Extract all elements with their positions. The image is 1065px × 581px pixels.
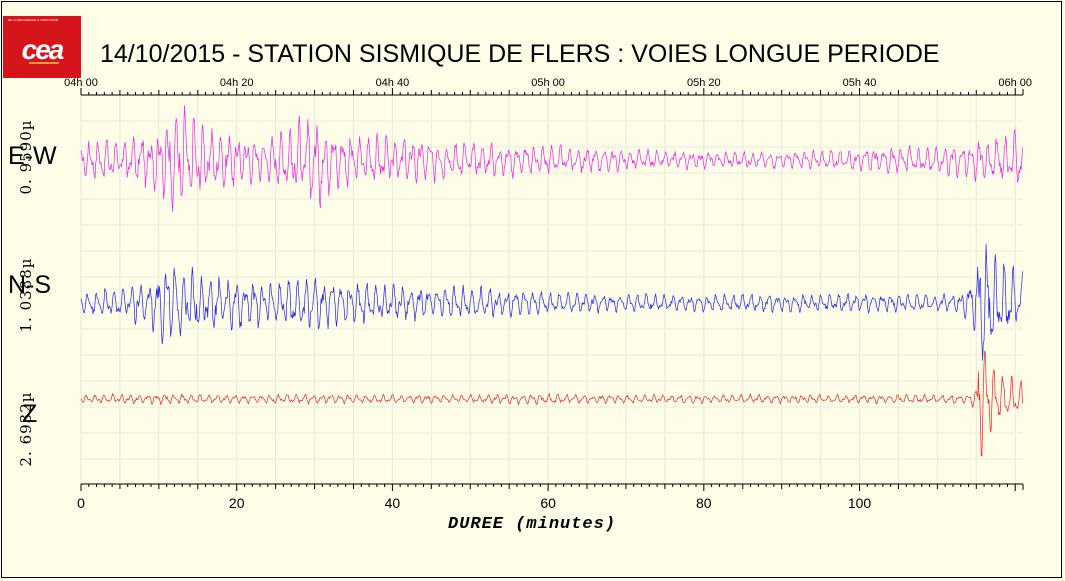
x-tick-label: 80 [696, 495, 712, 511]
top-time-label: 05h 20 [687, 77, 721, 89]
cea-logo: DE LA RECHERCHE À L'INDUSTRIE cea [3, 16, 81, 78]
logo-bar [29, 62, 59, 64]
top-time-label: 04h 40 [376, 77, 410, 89]
top-time-label: 06h 00 [998, 77, 1032, 89]
top-time-label: 04h 00 [64, 77, 98, 89]
top-time-label: 05h 00 [531, 77, 565, 89]
x-tick-label: 20 [229, 495, 245, 511]
x-tick-label: 60 [540, 495, 556, 511]
series-label-ew: E-W [8, 142, 57, 170]
logo-mark: cea [21, 34, 65, 65]
series-trace-1 [80, 243, 1023, 361]
chart-title: 14/10/2015 - STATION SISMIQUE DE FLERS :… [100, 40, 940, 68]
top-time-label: 04h 20 [220, 77, 254, 89]
series-label-z: Z [22, 400, 38, 428]
series-label-ns: N-S [8, 271, 52, 299]
x-axis-label: DUREE (minutes) [448, 515, 617, 534]
series-trace-0 [80, 105, 1023, 213]
x-tick-label: 100 [848, 495, 872, 511]
x-tick-label: 0 [77, 495, 85, 511]
top-time-label: 05h 40 [843, 77, 877, 89]
series-trace-2 [80, 350, 1023, 457]
x-tick-label: 40 [385, 495, 401, 511]
logo-tagline: DE LA RECHERCHE À L'INDUSTRIE [8, 18, 59, 22]
